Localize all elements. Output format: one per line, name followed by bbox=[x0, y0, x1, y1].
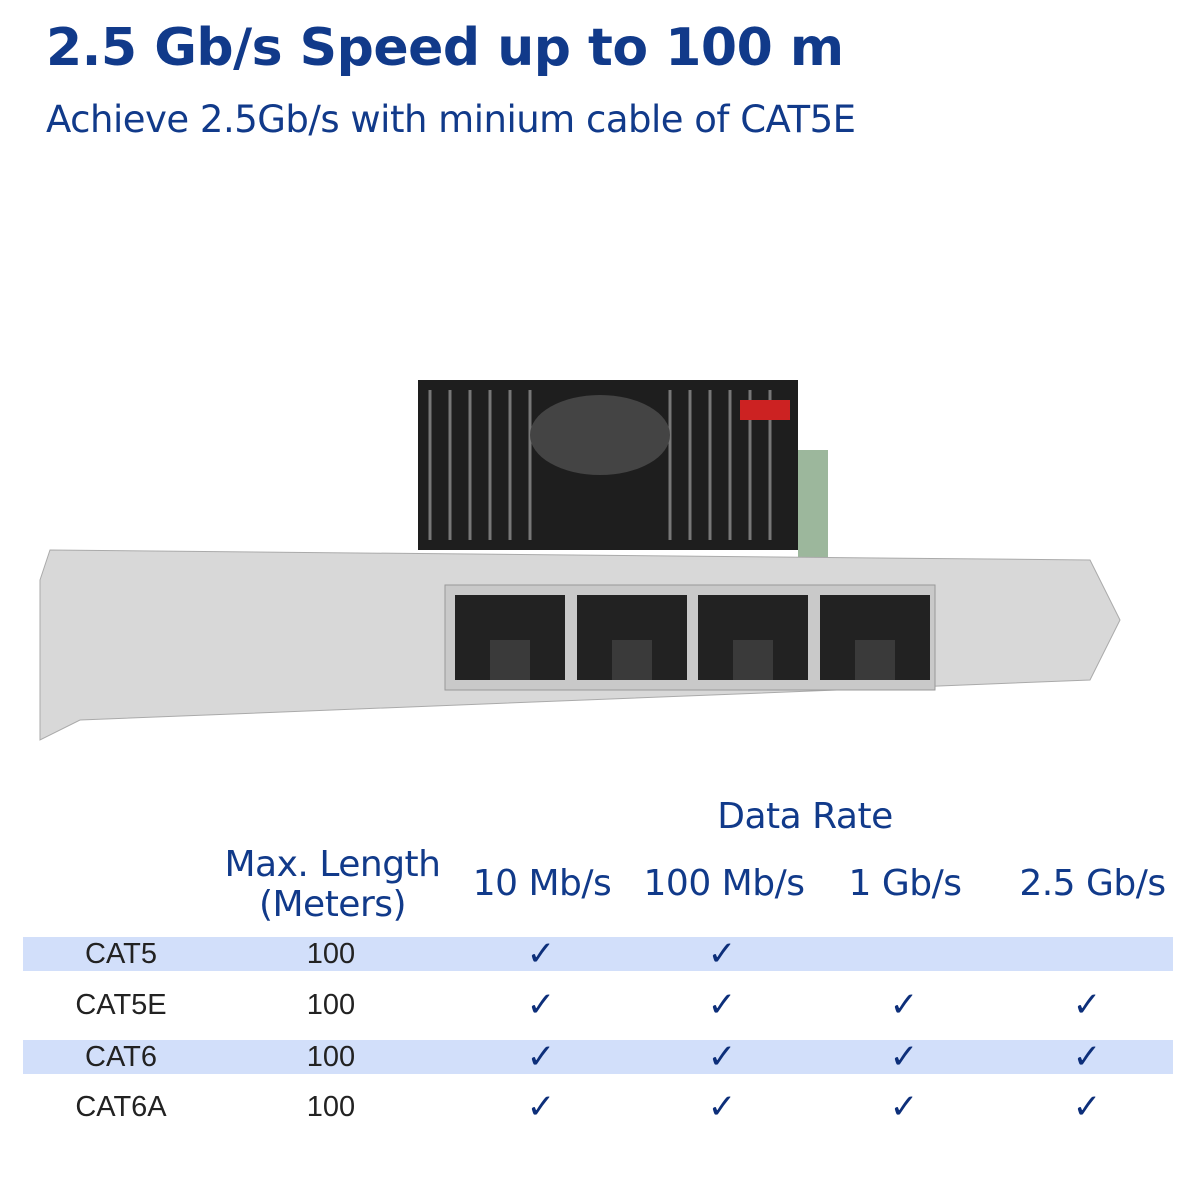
check-icon: ✓ bbox=[889, 1087, 919, 1127]
check-icon: ✓ bbox=[526, 1037, 556, 1077]
cable-type: CAT6 bbox=[85, 1041, 157, 1073]
check-icon: ✓ bbox=[526, 934, 556, 974]
max-length-header: Max. Length (Meters) bbox=[210, 845, 455, 925]
rate-header-100mb: 100 Mb/s bbox=[643, 863, 805, 904]
max-length-header-line2: (Meters) bbox=[258, 884, 407, 925]
cable-type: CAT5E bbox=[75, 989, 167, 1021]
check-icon: ✓ bbox=[1072, 1087, 1102, 1127]
check-icon: ✓ bbox=[526, 1087, 556, 1127]
max-length-header-line1: Max. Length bbox=[224, 844, 441, 885]
cable-type: CAT5 bbox=[85, 938, 157, 970]
max-length: 100 bbox=[306, 1091, 356, 1123]
rate-header-10mb: 10 Mb/s bbox=[472, 863, 612, 904]
row-band bbox=[23, 937, 1173, 971]
check-icon: ✓ bbox=[707, 1037, 737, 1077]
check-icon: ✓ bbox=[707, 1087, 737, 1127]
network-card-image bbox=[39, 380, 1121, 741]
max-length: 100 bbox=[306, 938, 356, 970]
check-icon: ✓ bbox=[889, 1037, 919, 1077]
rate-header-1gb: 1 Gb/s bbox=[848, 863, 962, 904]
page-title: 2.5 Gb/s Speed up to 100 m bbox=[46, 18, 844, 78]
check-icon: ✓ bbox=[707, 934, 737, 974]
data-rate-header: Data Rate bbox=[717, 796, 893, 837]
page-subtitle: Achieve 2.5Gb/s with minium cable of CAT… bbox=[46, 98, 856, 141]
rate-header-2-5gb: 2.5 Gb/s bbox=[1019, 863, 1166, 904]
row-band bbox=[23, 1040, 1173, 1074]
max-length: 100 bbox=[306, 1041, 356, 1073]
max-length: 100 bbox=[306, 989, 356, 1021]
cable-type: CAT6A bbox=[75, 1091, 167, 1123]
check-icon: ✓ bbox=[1072, 985, 1102, 1025]
check-icon: ✓ bbox=[889, 985, 919, 1025]
check-icon: ✓ bbox=[707, 985, 737, 1025]
check-icon: ✓ bbox=[526, 985, 556, 1025]
check-icon: ✓ bbox=[1072, 1037, 1102, 1077]
